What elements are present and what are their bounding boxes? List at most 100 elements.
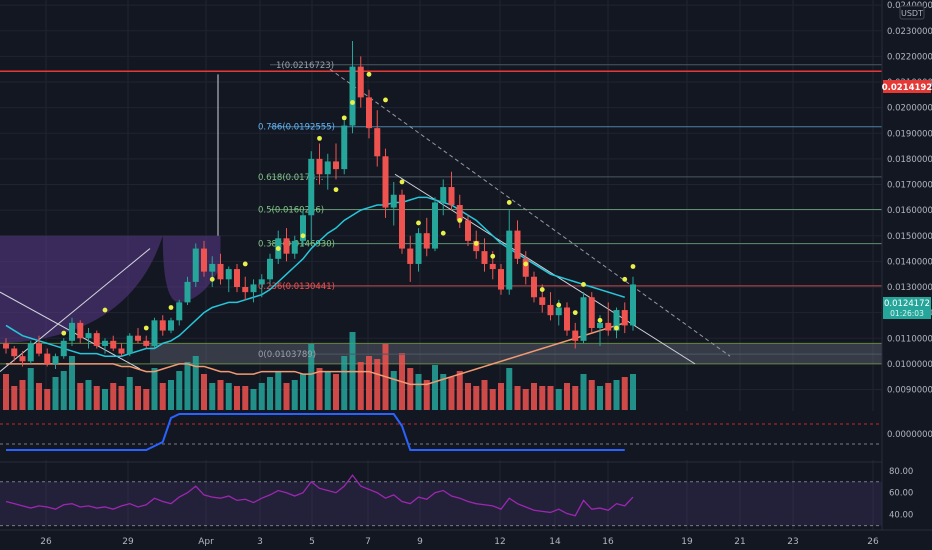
signal-dot	[209, 276, 215, 282]
volume-bar	[118, 386, 125, 410]
currency-badge	[899, 5, 925, 20]
price-tick: 0.0170000	[887, 181, 932, 191]
rsi-line	[5, 474, 634, 517]
time-tick: 21	[734, 537, 745, 547]
price-tick: 0.0190000	[887, 129, 932, 139]
signal-dot	[523, 261, 529, 267]
candle-body	[440, 187, 447, 203]
last-price-badge	[883, 297, 931, 319]
signal-dot	[143, 325, 149, 331]
volume-bar	[93, 386, 100, 410]
time-tick: 29	[122, 537, 134, 547]
volume-bar	[36, 383, 42, 410]
volume-bar	[300, 374, 306, 410]
candle-body	[341, 125, 348, 170]
candle-body	[407, 248, 414, 264]
moving-averages	[5, 196, 625, 386]
candle-body	[448, 187, 455, 205]
candle-body	[300, 215, 306, 241]
volume-bar	[366, 356, 372, 410]
downtrend-line	[394, 173, 696, 365]
price-tick: 0.0180000	[887, 155, 932, 165]
price-tick: 0.0230000	[887, 27, 932, 37]
fib-level-label: 0(0.0103789)	[258, 350, 316, 360]
volume-bar	[102, 389, 108, 410]
volume-bar	[234, 386, 240, 410]
volume-bar	[275, 371, 282, 410]
candlestick-series	[3, 41, 636, 369]
volume-bar	[209, 383, 216, 410]
volume-bar	[44, 389, 51, 410]
volume-bar	[308, 344, 315, 410]
candle-body	[93, 333, 100, 346]
downtrend-dashed	[329, 68, 731, 357]
volume-bar	[621, 377, 628, 410]
volume-bar	[456, 371, 463, 410]
volume-bar	[473, 386, 480, 410]
candle-body	[547, 304, 554, 316]
signal-dot	[490, 253, 496, 259]
volume-bar	[498, 383, 504, 410]
volume-bar	[225, 383, 232, 410]
time-axis[interactable]	[0, 530, 932, 550]
macd-tick: 0.0000000	[887, 430, 932, 440]
volume-bars	[3, 332, 636, 410]
volume-bar	[69, 356, 75, 410]
signal-dot	[300, 233, 306, 239]
volume-bar	[341, 356, 348, 410]
signal-dot	[275, 246, 281, 251]
candle-body	[399, 194, 405, 249]
volume-bar	[357, 362, 364, 410]
volume-bar	[415, 374, 422, 410]
candle-body	[456, 205, 463, 221]
signal-dot	[416, 220, 421, 226]
candle-body	[258, 279, 265, 285]
time-tick: 16	[602, 537, 614, 547]
candle-body	[110, 340, 117, 349]
time-tick: 26	[867, 537, 879, 547]
price-tick: 0.0220000	[887, 52, 932, 62]
candle-body	[555, 307, 562, 316]
signal-dot	[440, 230, 446, 236]
signal-dot	[506, 200, 512, 205]
zones-layer	[0, 70, 882, 365]
candle-body	[605, 322, 612, 331]
candle-body	[283, 238, 290, 254]
volume-bar	[184, 362, 191, 410]
volume-bar	[52, 377, 59, 410]
fib-level-label: 1(0.0216723)	[276, 61, 334, 71]
volume-bar	[489, 389, 496, 410]
time-tick: 7	[365, 537, 371, 547]
signal-dot	[242, 261, 248, 267]
volume-bar	[506, 368, 513, 410]
volume-bar	[316, 368, 323, 410]
volume-bar	[60, 371, 67, 410]
volume-bar	[217, 380, 224, 410]
candle-body	[267, 258, 273, 280]
signal-dot	[350, 100, 355, 105]
fib-level-label: 0.786(0.0192555)	[258, 123, 335, 133]
candle-body	[234, 269, 240, 287]
volume-bar	[440, 374, 447, 410]
price-tick: 0.0150000	[887, 232, 932, 242]
candle-body	[291, 240, 298, 254]
candle-body	[432, 202, 438, 249]
candle-body	[250, 284, 257, 293]
indicator-panes	[0, 411, 882, 527]
volume-bar	[324, 371, 331, 410]
candle-body	[621, 310, 628, 326]
ma-slow-line	[6, 322, 625, 386]
volume-bar	[514, 386, 521, 410]
candle-body	[242, 287, 249, 293]
volume-bar	[605, 383, 612, 410]
volume-bar	[580, 374, 587, 410]
volume-bar	[126, 377, 133, 410]
candle-body	[102, 340, 108, 346]
candle-body	[201, 248, 207, 272]
support-zone	[150, 343, 882, 364]
candle-body	[36, 343, 42, 354]
volume-bar	[201, 374, 207, 410]
volume-bar	[448, 377, 455, 410]
candle-body	[52, 356, 59, 364]
